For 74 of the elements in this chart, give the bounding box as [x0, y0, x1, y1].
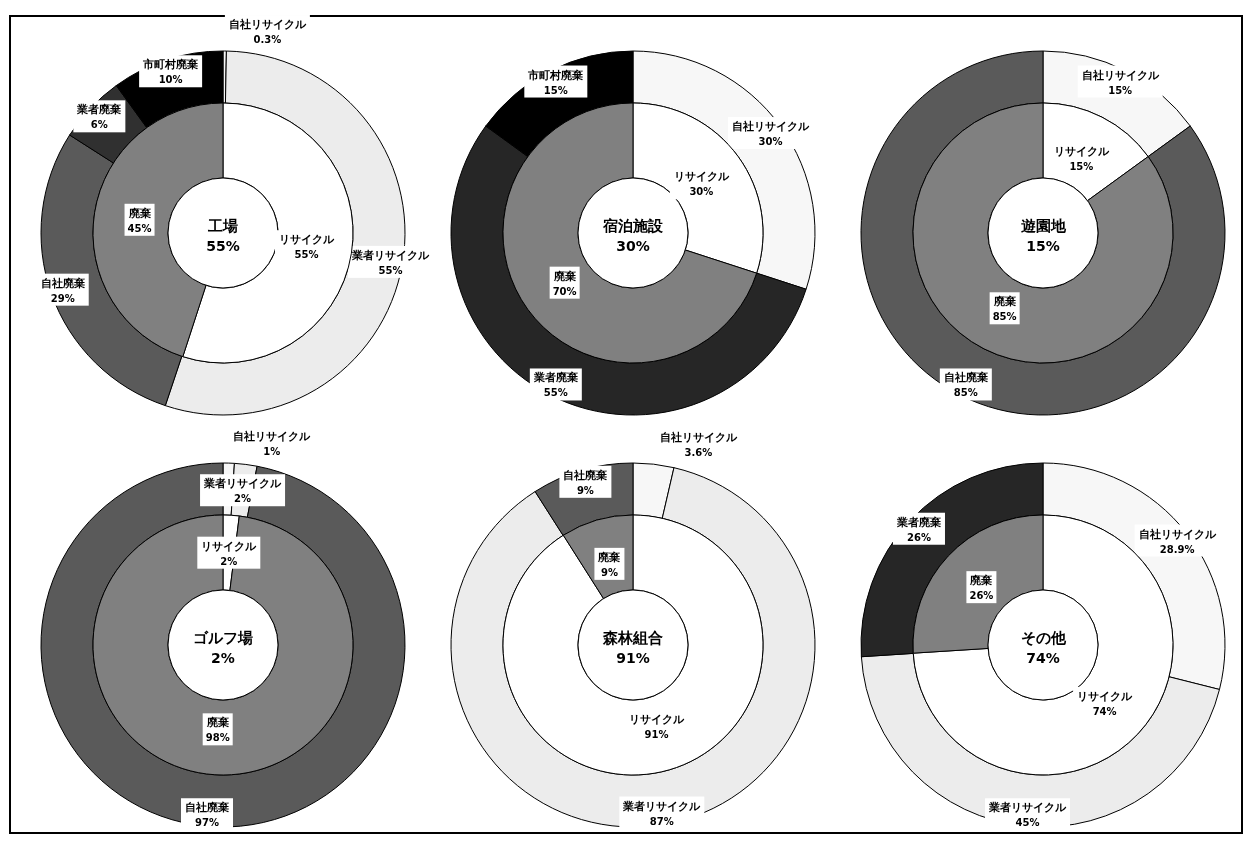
data-label: 55%: [294, 249, 319, 261]
slice-label: 廃棄: [992, 295, 1016, 309]
text: 2%: [211, 650, 235, 666]
text: その他: [1020, 629, 1067, 647]
slice-label: 業者リサイクル: [988, 801, 1068, 815]
data-label: 87%: [649, 815, 674, 827]
text: 55%: [206, 238, 240, 254]
data-label: 45%: [1015, 817, 1040, 829]
slice-label: 自社リサイクル: [1081, 68, 1160, 82]
data-label: 29%: [50, 292, 75, 304]
data-label: 70%: [552, 285, 577, 297]
data-label: 85%: [953, 387, 978, 399]
slice-label: リサイクル: [278, 233, 335, 247]
slice-label: リサイクル: [1053, 144, 1110, 158]
text: 15%: [1026, 238, 1060, 254]
data-label: 55%: [543, 387, 568, 399]
data-label: 0.3%: [253, 34, 282, 46]
slice-label: 自社廃棄: [185, 801, 229, 815]
slice-label: 市町村廃棄: [527, 68, 584, 82]
slice-label: 業者リサイクル: [203, 477, 283, 491]
slice-label: リサイクル: [673, 170, 730, 184]
data-label: 97%: [195, 817, 219, 829]
text: 遊園地: [1020, 217, 1067, 235]
slice-label: 廃棄: [127, 206, 151, 220]
slice-label: 自社リサイクル: [732, 120, 811, 134]
data-label: 45%: [127, 222, 152, 234]
data-label: 2%: [234, 493, 252, 505]
text: 森林組合: [602, 629, 663, 647]
slice-label: 自社リサイクル: [659, 431, 738, 445]
text: 工場: [207, 217, 238, 235]
data-label: 9%: [600, 566, 618, 578]
slice-label: 廃棄: [552, 269, 576, 283]
data-label: 28.9%: [1159, 543, 1195, 555]
data-label: 30%: [758, 136, 783, 148]
slice-label: 廃棄: [205, 716, 229, 730]
slice-label: 自社廃棄: [943, 371, 988, 385]
slice-label: 業者廃棄: [532, 371, 578, 385]
slice-label: 廃棄: [597, 550, 621, 564]
data-label: 10%: [158, 74, 183, 86]
data-label: 98%: [205, 732, 230, 744]
text: 91%: [616, 650, 650, 666]
data-label: 2%: [220, 555, 238, 567]
slice-label: 業者リサイクル: [351, 248, 431, 262]
slice-label: 自社廃棄: [563, 468, 608, 482]
data-label: 85%: [992, 311, 1017, 323]
data-label: 1%: [263, 446, 281, 458]
data-label: 26%: [969, 590, 994, 602]
text: ゴルフ場: [193, 629, 253, 647]
data-label: 9%: [576, 484, 594, 496]
data-label: 6%: [90, 119, 108, 131]
text: 74%: [1026, 650, 1060, 666]
data-label: 26%: [907, 531, 931, 543]
slice-label: 業者リサイクル: [622, 799, 702, 813]
slice-label: 自社リサイクル: [233, 430, 312, 444]
slice-label: 廃棄: [969, 574, 993, 588]
data-label: 74%: [1092, 705, 1117, 717]
data-label: 15%: [1069, 160, 1094, 172]
slice-label: リサイクル: [629, 713, 686, 727]
data-label: 15%: [1108, 84, 1133, 96]
data-label: 15%: [543, 84, 568, 96]
slice-label: 業者廃棄: [76, 103, 122, 117]
slice-label: リサイクル: [1077, 689, 1134, 703]
slice-label: 業者廃棄: [895, 515, 941, 529]
slice-label: リサイクル: [201, 539, 258, 553]
slice-label: 自社リサイクル: [1138, 527, 1217, 541]
data-label: 55%: [378, 264, 403, 276]
data-label: 91%: [644, 729, 669, 741]
slice-label: 自社廃棄: [40, 276, 85, 290]
text: 30%: [616, 238, 650, 254]
text: 宿泊施設: [602, 217, 664, 235]
data-label: 30%: [689, 186, 714, 198]
data-label: 3.6%: [684, 447, 713, 459]
slice-label: 自社リサイクル: [228, 18, 307, 32]
slice-label: 市町村廃棄: [142, 58, 199, 72]
